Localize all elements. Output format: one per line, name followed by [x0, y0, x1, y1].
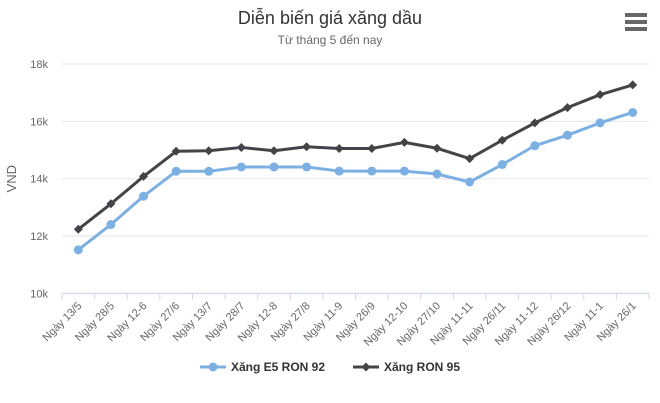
data-point-marker[interactable] [302, 162, 312, 172]
data-point-marker[interactable] [367, 166, 377, 176]
data-point-marker[interactable] [497, 160, 507, 170]
data-point-marker[interactable] [139, 191, 149, 201]
data-point-marker[interactable] [432, 143, 442, 153]
data-point-marker[interactable] [106, 220, 116, 230]
data-point-marker[interactable] [204, 166, 214, 176]
legend-diamond-marker-icon [353, 362, 379, 372]
data-point-marker[interactable] [595, 90, 605, 100]
data-point-marker[interactable] [171, 166, 181, 176]
legend-label: Xăng RON 95 [384, 360, 461, 374]
y-axis-tick-label: 10k [30, 288, 48, 300]
data-point-marker[interactable] [432, 169, 442, 179]
hamburger-bar [625, 20, 647, 24]
hamburger-icon [625, 13, 647, 31]
data-point-marker[interactable] [269, 162, 279, 172]
data-point-marker[interactable] [530, 118, 540, 128]
legend-item-e5-ron-92[interactable]: Xăng E5 RON 92 [199, 360, 325, 374]
data-point-marker[interactable] [334, 143, 344, 153]
data-point-marker[interactable] [171, 146, 181, 156]
chart-title: Diễn biến giá xăng dầu [237, 8, 423, 28]
data-point-marker[interactable] [139, 171, 149, 181]
data-point-marker[interactable] [562, 130, 572, 140]
data-point-marker[interactable] [399, 166, 409, 176]
data-point-marker[interactable] [530, 141, 540, 151]
legend-label: Xăng E5 RON 92 [230, 360, 325, 374]
data-point-marker[interactable] [628, 107, 638, 117]
hamburger-bar [625, 27, 647, 31]
legend-item-ron-95[interactable]: Xăng RON 95 [353, 360, 460, 374]
data-point-marker[interactable] [269, 146, 279, 156]
data-point-marker[interactable] [628, 80, 638, 90]
data-point-marker[interactable] [73, 224, 83, 234]
chart-context-menu-button[interactable] [625, 13, 647, 31]
data-point-marker[interactable] [465, 177, 475, 187]
y-axis-tick-label: 12k [30, 231, 48, 243]
data-point-marker[interactable] [106, 199, 116, 209]
y-axis-title: VND [4, 165, 19, 192]
chart-subtitle: Từ tháng 5 đến nay [277, 33, 383, 47]
data-point-marker[interactable] [73, 245, 83, 255]
data-point-marker[interactable] [497, 135, 507, 145]
data-point-marker[interactable] [562, 103, 572, 113]
data-point-marker[interactable] [595, 118, 605, 128]
data-point-marker[interactable] [367, 143, 377, 153]
data-point-marker[interactable] [204, 146, 214, 156]
series-line-0[interactable] [76, 110, 635, 252]
data-point-marker[interactable] [302, 142, 312, 152]
data-point-marker[interactable] [236, 162, 246, 172]
series-line-1[interactable] [76, 83, 635, 231]
hamburger-bar [625, 13, 647, 17]
y-axis-tick-label: 14k [30, 174, 48, 186]
data-point-marker[interactable] [334, 166, 344, 176]
data-point-marker[interactable] [465, 154, 475, 164]
data-point-marker[interactable] [236, 142, 246, 152]
y-axis-tick-label: 18k [30, 59, 48, 71]
data-point-marker[interactable] [399, 137, 409, 147]
legend-circle-marker-icon [199, 362, 226, 372]
chart-legend: Xăng E5 RON 92 Xăng RON 95 [0, 360, 660, 374]
y-axis-tick-label: 16k [30, 116, 48, 128]
